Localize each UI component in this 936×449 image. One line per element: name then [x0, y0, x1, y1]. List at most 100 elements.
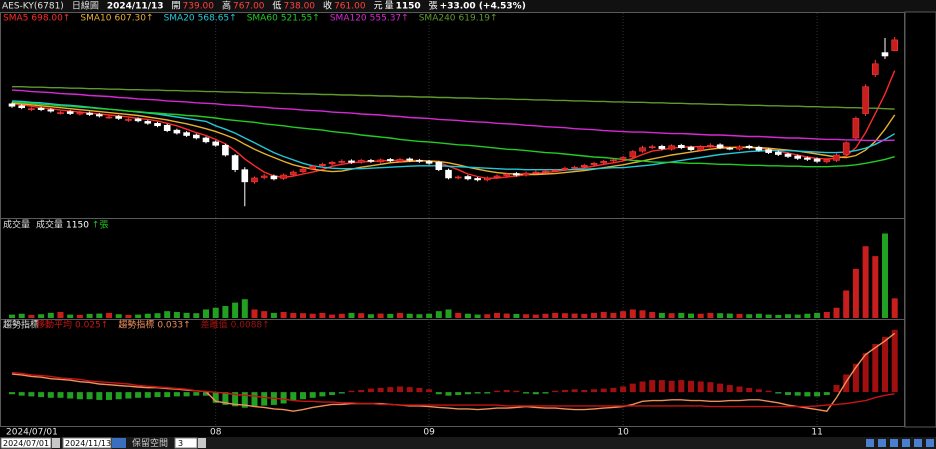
histogram-bar [591, 389, 597, 393]
volume-bar [358, 313, 365, 318]
volume-bar [154, 313, 161, 318]
volume-bar [125, 314, 132, 318]
volume-bar [649, 312, 656, 318]
volume-bar [270, 312, 277, 318]
header-volume-label: 量 [385, 1, 394, 12]
indicator-panel [0, 319, 905, 427]
series-line [12, 86, 895, 110]
zoom-out-button[interactable] [878, 439, 886, 447]
volume-bar [736, 313, 743, 318]
header-close-label: 收 [323, 0, 332, 12]
volume-bar [300, 313, 306, 318]
volume-bar [445, 309, 452, 318]
candle-body [183, 132, 190, 136]
volume-bar [668, 313, 675, 318]
header-date: 2024/11/13 [107, 2, 164, 12]
candle-body [804, 157, 811, 160]
header-low: 738.00 [284, 2, 316, 12]
histogram-bar [629, 383, 636, 393]
candle-body [842, 142, 850, 155]
legend-value: 0.025↑ [75, 321, 108, 331]
candle-body [115, 116, 122, 119]
volume-bar [377, 313, 384, 318]
histogram-bar [319, 392, 326, 397]
histogram-bar [639, 381, 646, 393]
histogram-bar [135, 392, 142, 398]
histogram-bar [833, 385, 840, 393]
volume-bar [251, 309, 258, 318]
volume-bar [193, 313, 200, 318]
candle-body [784, 153, 792, 157]
header-low-label: 低 [273, 0, 282, 12]
scroll-left-button[interactable] [890, 439, 898, 447]
candle-body [357, 160, 365, 163]
histogram-bar [697, 381, 704, 393]
legend-value: 619.19↑ [459, 14, 498, 24]
volume-bar [67, 314, 74, 318]
histogram-bar [523, 392, 530, 394]
volume-bar [513, 313, 520, 318]
legend-name: SMA20 [164, 14, 195, 24]
histogram-bar [144, 392, 151, 398]
histogram-bar [106, 392, 112, 400]
volume-bar [232, 302, 239, 318]
end-date-box[interactable] [62, 437, 112, 449]
candle-body [76, 112, 84, 115]
scroll-right-button[interactable] [902, 439, 910, 447]
volume-bar [290, 312, 297, 318]
candle-body [96, 114, 103, 117]
volume-bar [464, 313, 471, 318]
candle-body [251, 177, 258, 183]
zoom-in-button[interactable] [866, 439, 874, 447]
settings-button[interactable] [914, 439, 922, 447]
volume-bar [329, 314, 336, 318]
histogram-bar [426, 389, 433, 393]
histogram-bar [707, 382, 714, 393]
volume-bar [115, 314, 122, 318]
volume-bar [629, 309, 636, 318]
volume-bar [862, 246, 869, 318]
start-date-dropdown[interactable] [52, 438, 60, 448]
volume-bar [620, 311, 627, 318]
reserve-spinner[interactable] [198, 438, 206, 448]
volume-bar [435, 311, 442, 318]
reserve-box[interactable] [174, 437, 198, 449]
histogram-bar [212, 392, 219, 403]
candle-body [707, 144, 714, 147]
start-date-box[interactable] [0, 437, 52, 449]
volume-bar [241, 299, 248, 318]
calendar-button[interactable] [112, 438, 126, 448]
volume-bar [658, 312, 665, 318]
histogram-bar [552, 390, 559, 393]
volume-bar [882, 233, 888, 318]
histogram-bar [47, 392, 54, 398]
histogram-bar [843, 374, 850, 393]
candle-body [193, 134, 200, 139]
histogram-bar [620, 386, 627, 393]
volume-bar [164, 311, 171, 318]
legend-value: 521.55↑ [281, 14, 320, 24]
histogram-bar [513, 390, 520, 393]
candle-body [163, 124, 171, 131]
histogram-bar [309, 392, 316, 398]
volume-bar [426, 313, 433, 318]
volume-bar [891, 298, 898, 318]
histogram-bar [154, 392, 161, 398]
candle-body [367, 160, 375, 162]
candle-body [580, 164, 588, 168]
histogram-bar [814, 392, 821, 397]
fullscreen-button[interactable] [926, 439, 934, 447]
candle-body [600, 161, 608, 164]
volume-bar [416, 314, 423, 318]
candle-body [260, 175, 268, 178]
volume-bar [717, 313, 724, 318]
header-symbol: AES-KY(6781) [2, 2, 64, 12]
histogram-bar [377, 387, 384, 393]
histogram-bar [785, 392, 791, 395]
histogram-bar [261, 392, 268, 406]
header-period: 日線圖 [72, 0, 99, 12]
candle-body [668, 145, 675, 150]
candle-body [610, 159, 617, 162]
histogram-bar [494, 390, 500, 393]
